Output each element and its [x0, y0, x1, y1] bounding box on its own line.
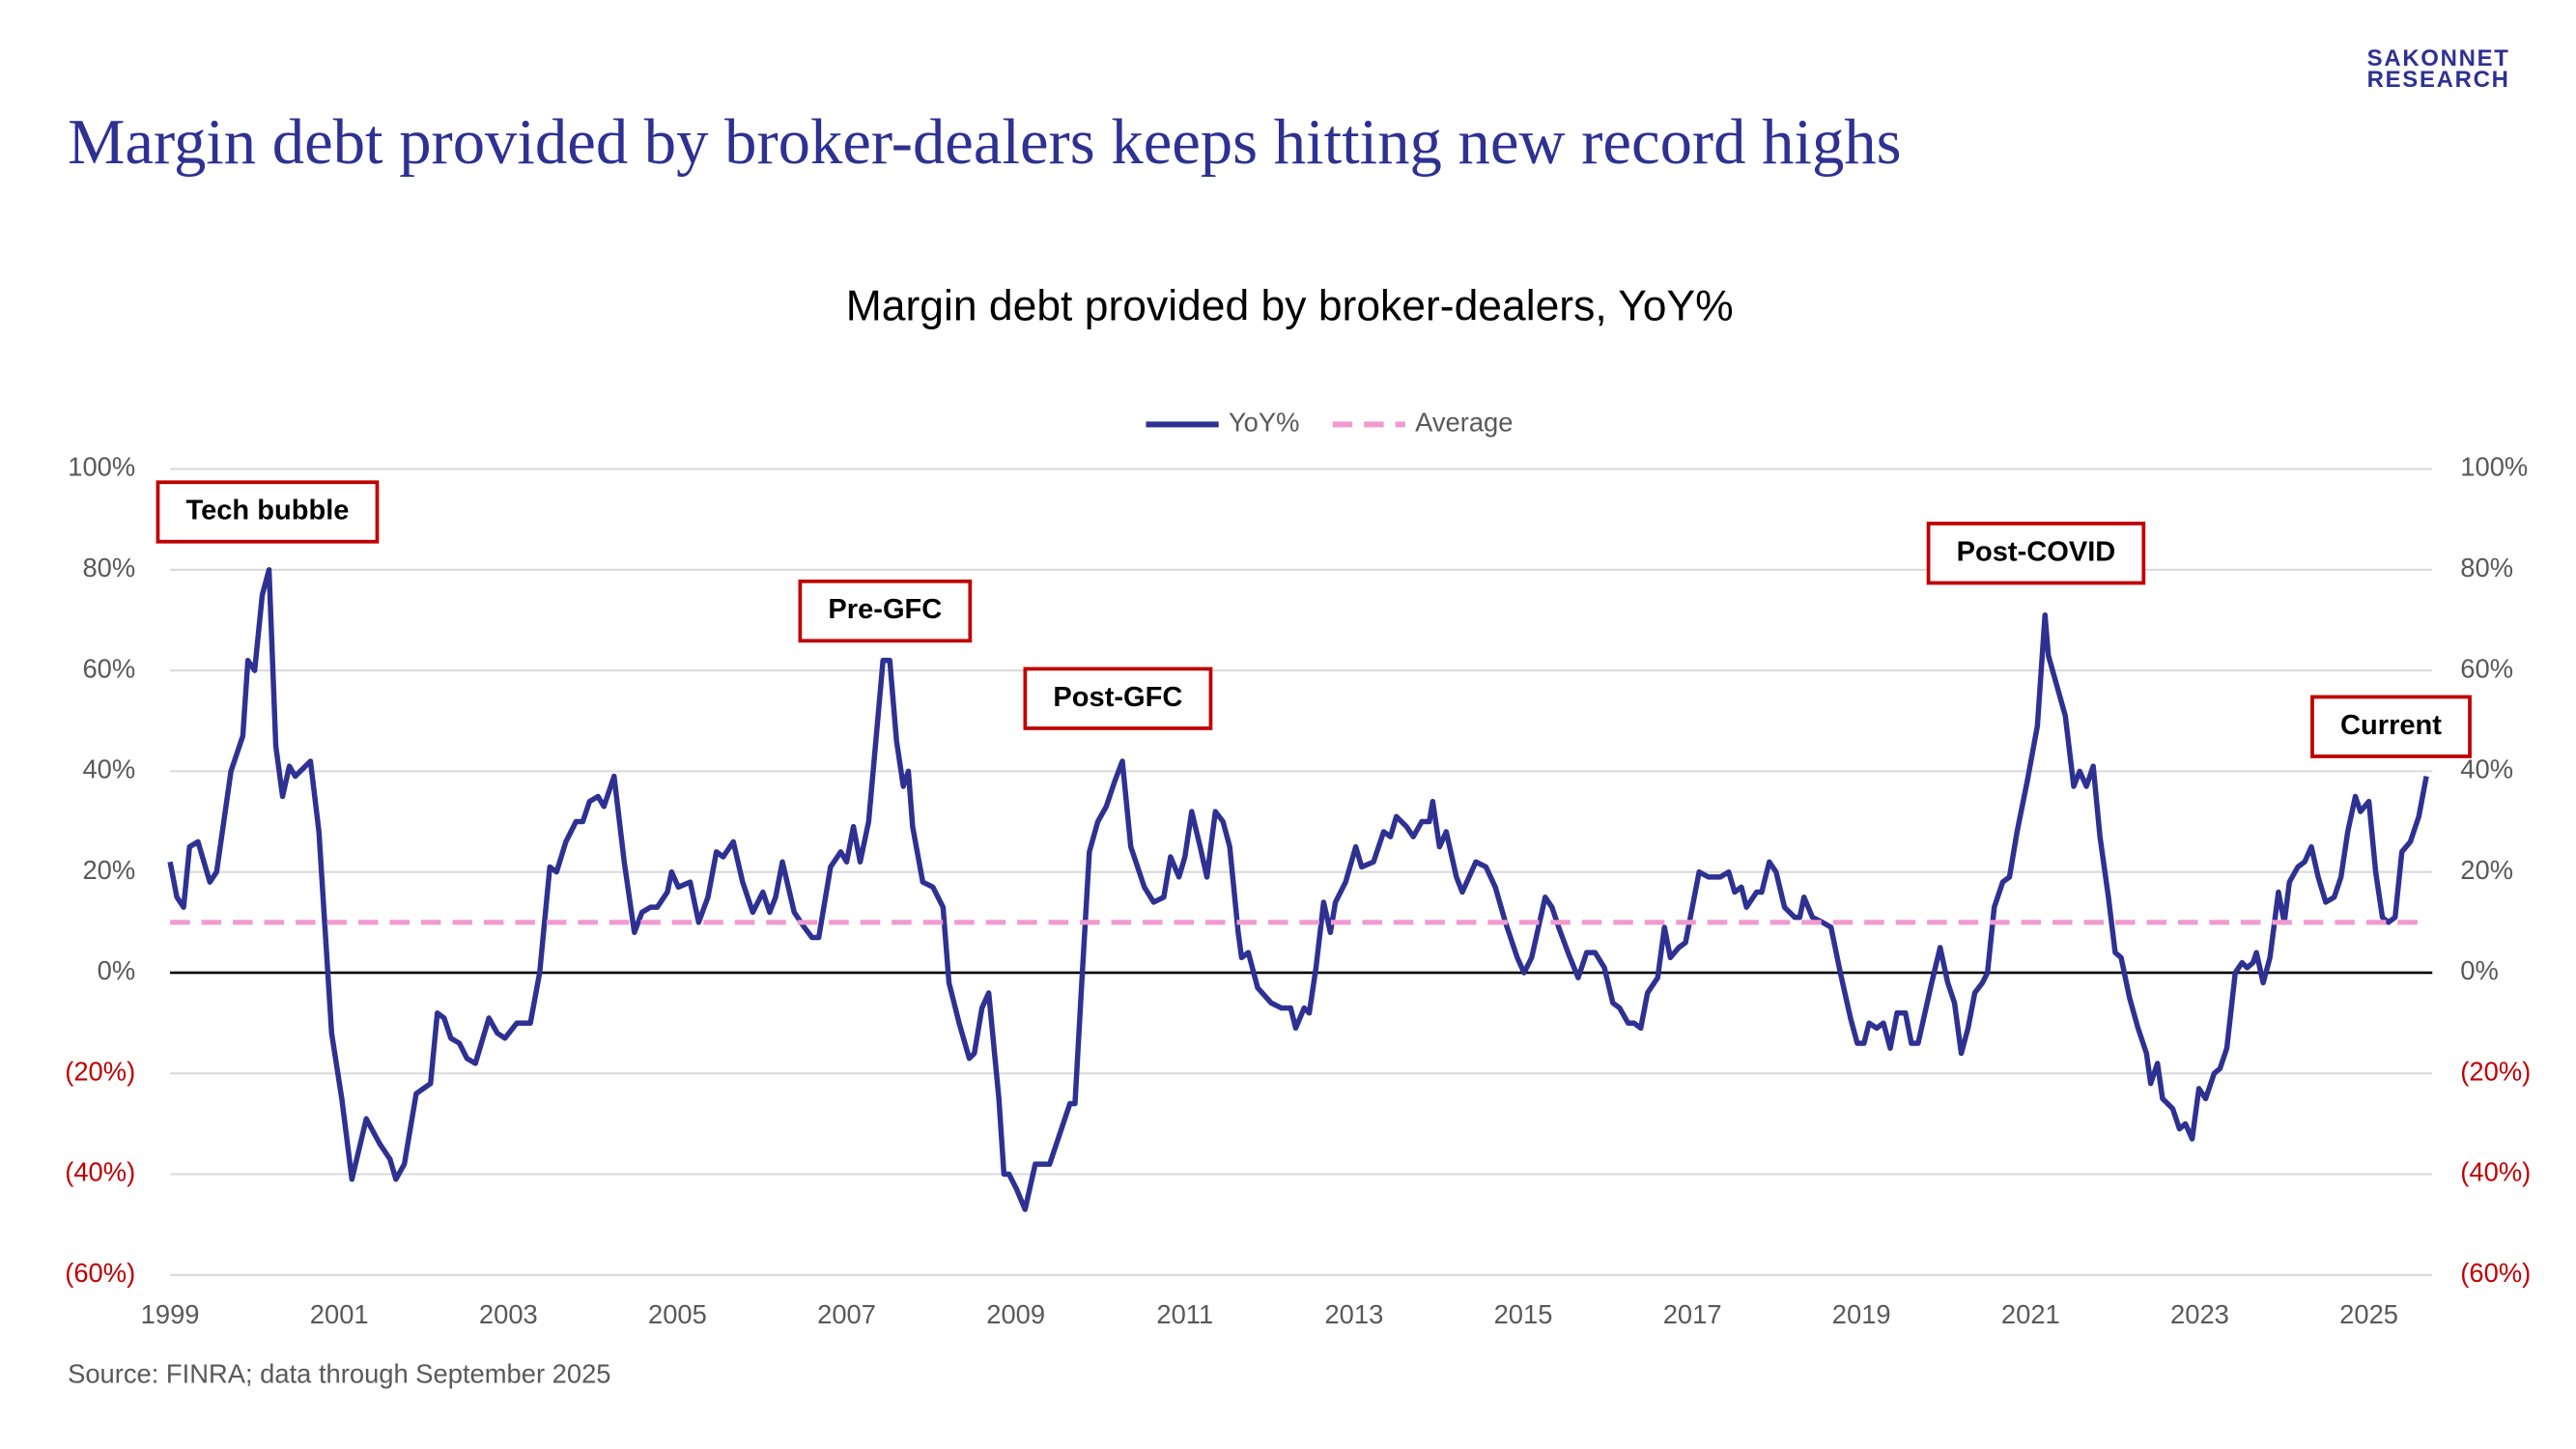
- x-tick-label: 1999: [141, 1299, 200, 1329]
- x-tick-label: 2001: [310, 1299, 369, 1329]
- y-tick-label: 100%: [68, 452, 135, 482]
- annotation: Current: [2310, 695, 2472, 758]
- x-tick-label: 2005: [648, 1299, 707, 1329]
- y2-tick-label: 80%: [2460, 553, 2513, 582]
- annotation-box: [156, 480, 380, 544]
- annotation-box: [798, 579, 973, 643]
- y2-tick-label: (40%): [2460, 1157, 2531, 1187]
- x-tick-label: 2013: [1324, 1299, 1383, 1329]
- annotation-label: Tech bubble: [186, 496, 350, 526]
- legend-label: Average: [1415, 408, 1513, 438]
- annotation: Post-GFC: [1023, 667, 1213, 730]
- x-tick-label: 2009: [986, 1299, 1045, 1329]
- x-tick-label: 2017: [1663, 1299, 1722, 1329]
- annotation-box: [1023, 667, 1213, 730]
- y-tick-label: 80%: [82, 553, 135, 582]
- y-tick-label: (60%): [65, 1258, 135, 1288]
- y-tick-label: 0%: [98, 955, 136, 985]
- annotation: Post-COVID: [1926, 522, 2146, 585]
- page-title: Margin debt provided by broker-dealers k…: [68, 107, 1901, 178]
- y2-tick-label: 40%: [2460, 754, 2513, 784]
- x-tick-label: 2021: [2001, 1299, 2060, 1329]
- x-tick-label: 2025: [2339, 1299, 2398, 1329]
- logo-line: SAKONNET: [2367, 45, 2510, 71]
- y-tick-label: 40%: [82, 754, 135, 784]
- annotation-label: Current: [2340, 710, 2442, 741]
- y2-tick-label: 100%: [2460, 452, 2528, 482]
- legend-label: YoY%: [1229, 408, 1300, 438]
- y2-tick-label: (60%): [2460, 1258, 2531, 1288]
- y-tick-label: 60%: [82, 653, 135, 683]
- y-tick-label: 20%: [82, 855, 135, 885]
- annotation-label: Post-GFC: [1053, 682, 1182, 713]
- annotation: Tech bubble: [156, 480, 380, 544]
- x-tick-label: 2011: [1156, 1299, 1213, 1329]
- y-tick-label: (20%): [65, 1056, 135, 1086]
- annotation-label: Post-COVID: [1957, 536, 2116, 567]
- annotation-label: Pre-GFC: [828, 594, 942, 625]
- annotation-box: [2310, 695, 2472, 758]
- x-tick-label: 2015: [1494, 1299, 1553, 1329]
- logo-line: RESEARCH: [2367, 67, 2510, 93]
- chart-title: Margin debt provided by broker-dealers, …: [846, 282, 1734, 329]
- x-tick-label: 2003: [479, 1299, 538, 1329]
- legend: YoY% Average: [1146, 408, 1513, 438]
- series-line: [167, 567, 2429, 1212]
- source-note: Source: FINRA; data through September 20…: [68, 1358, 610, 1388]
- annotation: Pre-GFC: [798, 579, 973, 643]
- y2-tick-label: 0%: [2460, 955, 2499, 985]
- y2-tick-label: 20%: [2460, 855, 2513, 885]
- y2-tick-label: 60%: [2460, 653, 2513, 683]
- y2-tick-label: (20%): [2460, 1056, 2531, 1086]
- x-tick-label: 2007: [817, 1299, 876, 1329]
- annotation-box: [1926, 522, 2146, 585]
- x-tick-label: 2023: [2170, 1299, 2229, 1329]
- x-tick-label: 2019: [1832, 1299, 1891, 1329]
- y-tick-label: (40%): [65, 1157, 135, 1187]
